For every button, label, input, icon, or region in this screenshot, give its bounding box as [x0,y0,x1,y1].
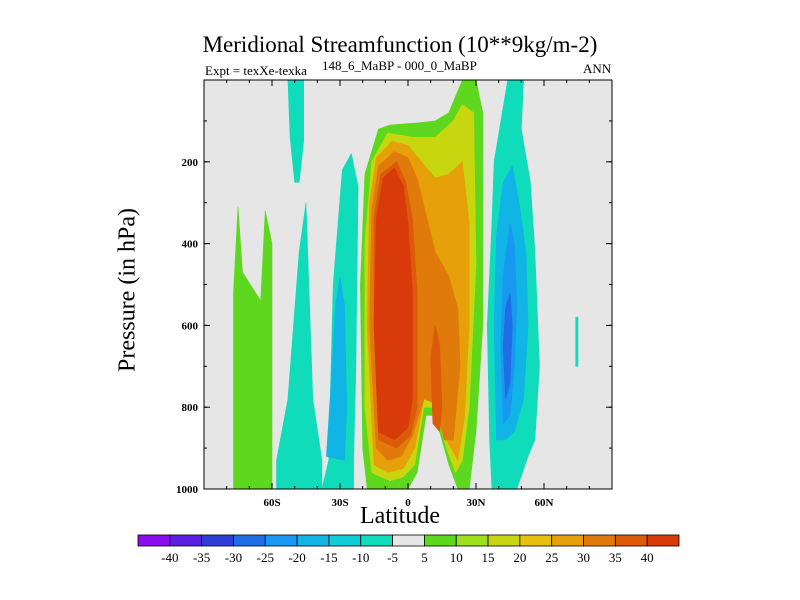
y-axis-ticks: 200 400 600 800 1000 [176,120,612,496]
x-axis-label: Latitude [360,503,440,529]
colorbar-swatch [169,534,203,547]
chart-title: Meridional Streamfunction (10**9kg/m-2) [202,32,598,57]
colorbar-label: 5 [421,550,428,565]
colorbar-swatch [201,534,234,547]
contour-hadley-core [373,167,413,441]
colorbar-swatch [328,534,362,547]
colorbar-label: 40 [641,550,654,565]
contour-hadley-6 [430,325,443,433]
experiment-label: Expt = texXe-texka [205,63,307,78]
colorbar-swatch [646,534,680,547]
colorbar-swatch [264,534,298,547]
y-tick-label: 400 [182,239,199,251]
colorbar-swatch [296,534,330,547]
colorbar-label: 20 [513,550,526,565]
colorbar-swatch [519,534,553,547]
colorbar-label: 25 [545,550,558,565]
x-tick-label: 60S [263,497,280,509]
colorbar-swatch [233,534,266,547]
x-tick-label: 30S [331,497,348,509]
colorbar-swatch [487,534,521,547]
contour-regions [233,79,579,490]
colorbar-swatch [455,534,489,547]
colorbar-swatch [137,534,171,547]
colorbar-label: -10 [352,550,369,565]
chart-subtitle: 148_6_MaBP - 000_0_MaBP [322,58,477,73]
colorbar-swatch [424,534,457,547]
contour-sh-polar-cell [233,206,273,490]
contour-sh-ferrel-core [326,275,348,461]
colorbar-swatch [614,534,648,547]
season-label: ANN [583,61,612,76]
colorbar-label: 10 [450,550,463,565]
colorbar-label: -25 [257,550,274,565]
x-tick-label: 60N [535,497,554,509]
colorbar-swatch [392,534,425,547]
y-tick-label: 600 [182,320,199,332]
colorbar-label: -35 [193,550,210,565]
y-tick-label: 200 [182,157,199,169]
y-tick-label: 800 [182,402,199,414]
contour-far-north-sliver [575,316,579,367]
colorbar-label: -15 [320,550,337,565]
colorbar-label: -30 [225,550,242,565]
colorbar-label: -20 [288,550,305,565]
x-tick-label: 30N [467,497,486,509]
colorbar: -40 -35 -30 -25 -20 -15 -10 -5 5 10 15 20 25 30 35 40 [137,534,680,565]
contour-sh-ferrel-left [276,202,323,490]
colorbar-label: 35 [609,550,622,565]
x-axis-ticks: 60S 30S 0 30N 60N [226,80,590,509]
colorbar-swatch [583,534,616,547]
colorbar-label: 15 [482,550,495,565]
colorbar-swatch [551,534,584,547]
y-tick-label: 1000 [176,484,199,496]
colorbar-label: -40 [161,550,178,565]
x-tick-label: 0 [405,497,411,509]
colorbar-swatch [360,534,393,547]
colorbar-label: 30 [577,550,590,565]
contour-nh-ferrel-deep [502,292,513,400]
colorbar-label: -5 [387,550,398,565]
